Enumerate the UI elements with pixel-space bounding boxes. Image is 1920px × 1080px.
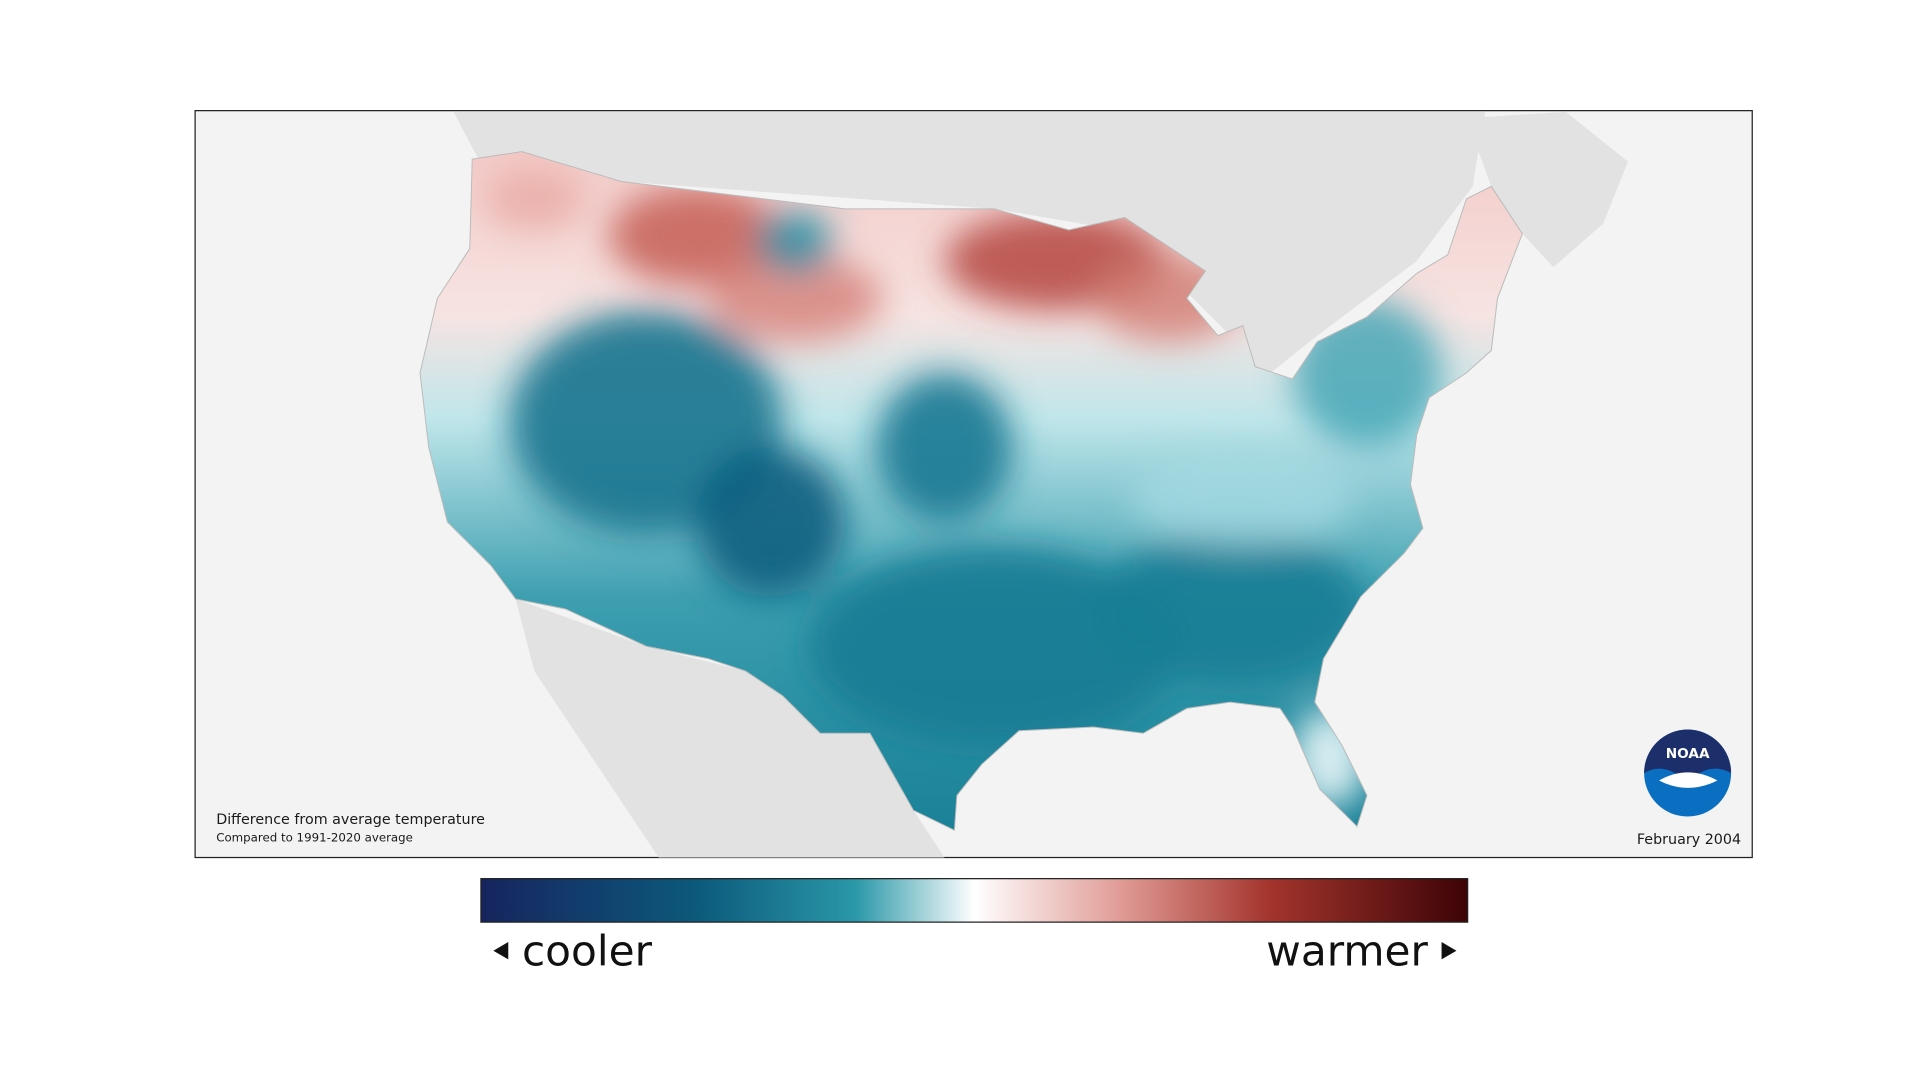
logo-text: NOAA [1666,746,1710,762]
map-date: February 2004 [1637,832,1741,848]
cooler-arrow [493,942,509,960]
legend-high-label: warmer [1266,927,1428,976]
map-caption: Difference from average temperature [216,812,485,828]
us-outline [419,151,1523,831]
noaa-logo: NOAA [1644,729,1732,817]
legend-low-label: cooler [522,927,653,976]
neighbor-land [453,111,1628,858]
color-scale [480,878,1469,923]
map-subcaption: Compared to 1991-2020 average [216,830,413,844]
warmer-arrow [1441,942,1457,960]
